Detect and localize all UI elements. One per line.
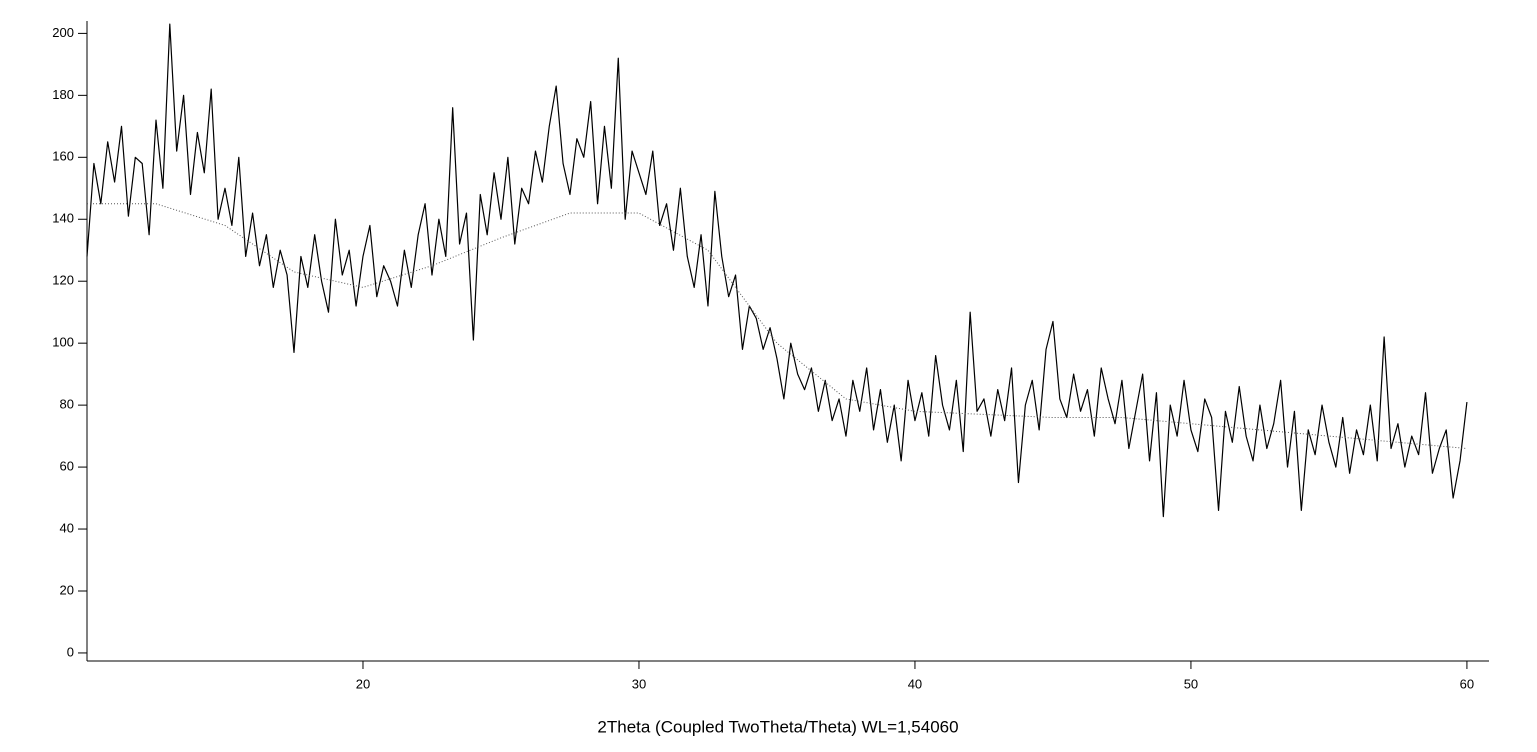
x-axis-label: 2Theta (Coupled TwoTheta/Theta) WL=1,540… (597, 717, 958, 736)
y-tick-label: 100 (52, 335, 74, 350)
y-tick-label: 0 (67, 644, 74, 659)
x-tick-label: 50 (1184, 676, 1198, 691)
y-tick-label: 80 (60, 397, 74, 412)
x-tick-label: 30 (632, 676, 646, 691)
x-tick-label: 40 (908, 676, 922, 691)
x-tick-label: 20 (356, 676, 370, 691)
y-tick-label: 60 (60, 459, 74, 474)
y-tick-label: 40 (60, 520, 74, 535)
y-tick-label: 160 (52, 149, 74, 164)
y-tick-label: 200 (52, 25, 74, 40)
y-tick-label: 120 (52, 273, 74, 288)
y-tick-label: 180 (52, 87, 74, 102)
background-line (87, 203, 1467, 449)
x-tick-label: 60 (1460, 676, 1474, 691)
data-line (86, 23, 1468, 518)
y-tick-label: 20 (60, 582, 74, 597)
y-tick-label: 140 (52, 211, 74, 226)
